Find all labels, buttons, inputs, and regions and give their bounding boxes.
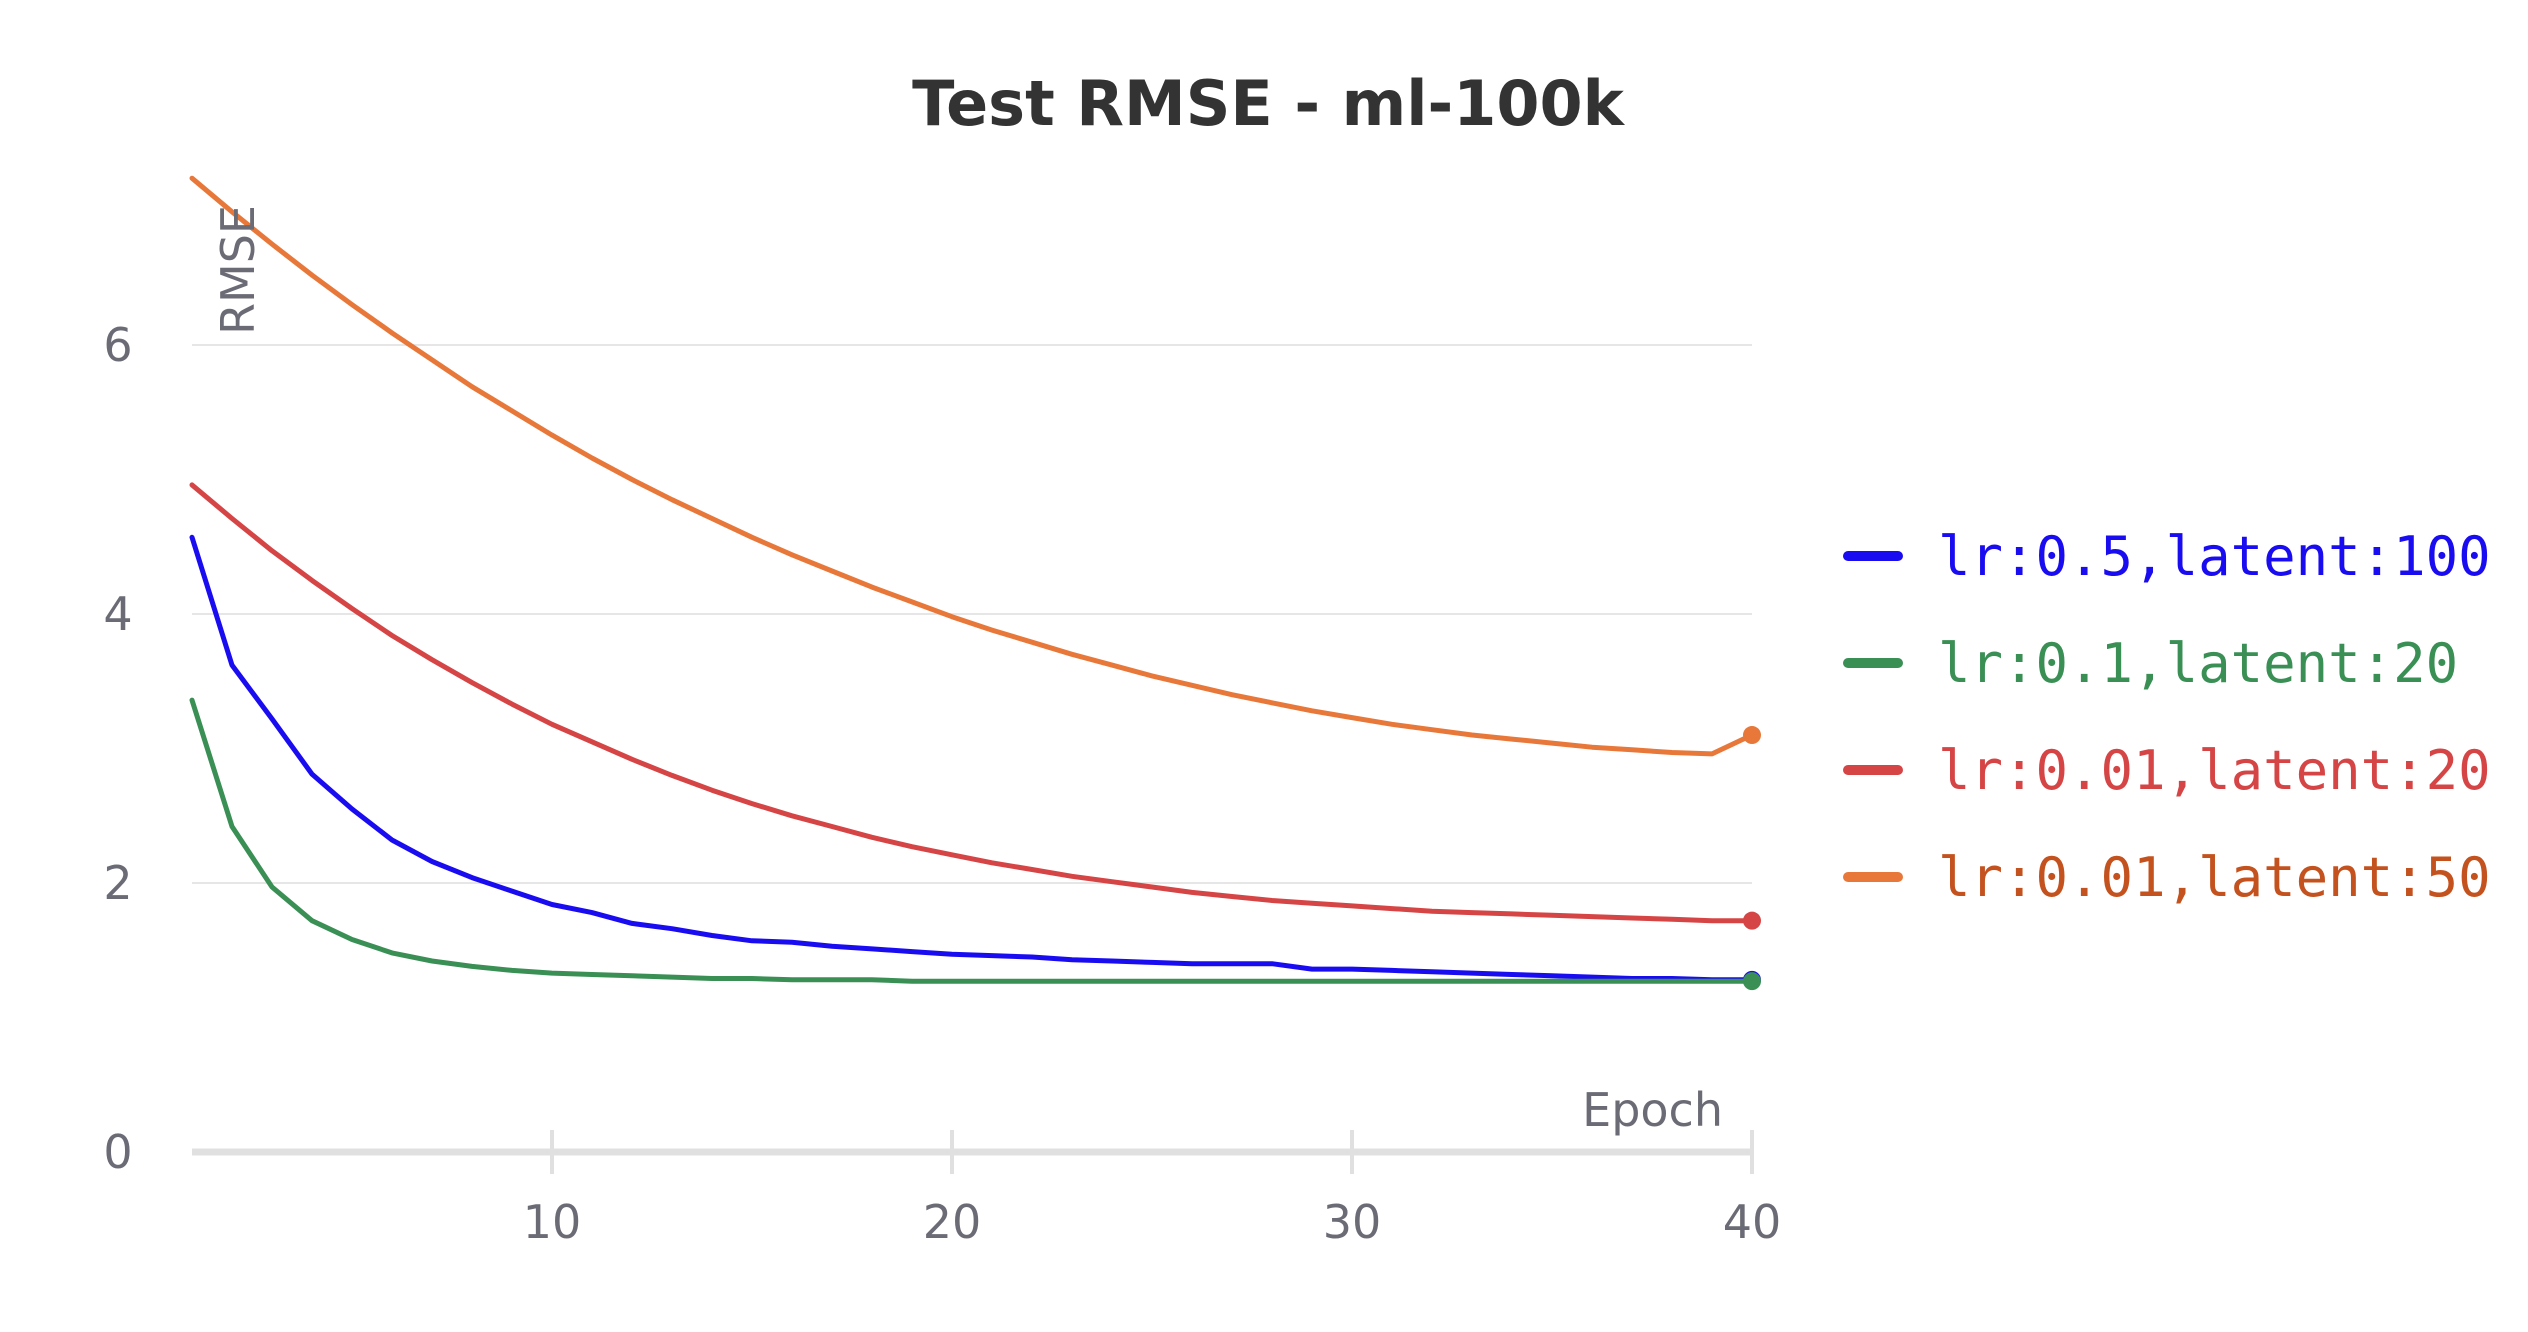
- series-end-marker-3: [1743, 911, 1761, 930]
- legend-label-3[interactable]: lr:0.01,latent:20: [1938, 739, 2491, 802]
- series-lines: [189, 175, 1761, 991]
- series-line-3: [189, 482, 1755, 924]
- legend: lr:0.5,latent:100 lr:0.1,latent:20 lr:0.01…: [1843, 525, 2491, 909]
- legend-label-1[interactable]: lr:0.5,latent:100: [1938, 525, 2491, 588]
- y-tick-label-4: 4: [103, 587, 132, 641]
- x-axis-title: Epoch: [1582, 1083, 1723, 1137]
- x-tick-label-20: 20: [923, 1195, 982, 1249]
- y-tick-label-6: 6: [103, 318, 132, 372]
- series-line-4: [189, 175, 1755, 757]
- series-end-marker-2: [1743, 972, 1761, 991]
- series-line-2: [189, 697, 1755, 984]
- legend-label-2[interactable]: lr:0.1,latent:20: [1938, 632, 2458, 695]
- x-tick-label-40: 40: [1723, 1195, 1782, 1249]
- axes: 0 2 4 6 10 20 30 40: [103, 318, 1781, 1249]
- y-tick-label-0: 0: [103, 1125, 132, 1179]
- x-tick-label-10: 10: [523, 1195, 582, 1249]
- series-line-1: [189, 534, 1755, 983]
- y-tick-label-2: 2: [103, 856, 132, 910]
- gridlines: [192, 344, 1752, 884]
- chart-title: Test RMSE - ml-100k: [912, 67, 1626, 140]
- x-tick-label-30: 30: [1323, 1195, 1382, 1249]
- series-end-marker-4: [1743, 726, 1761, 745]
- y-axis-title: RMSE: [211, 205, 265, 335]
- legend-label-4[interactable]: lr:0.01,latent:50: [1938, 846, 2491, 909]
